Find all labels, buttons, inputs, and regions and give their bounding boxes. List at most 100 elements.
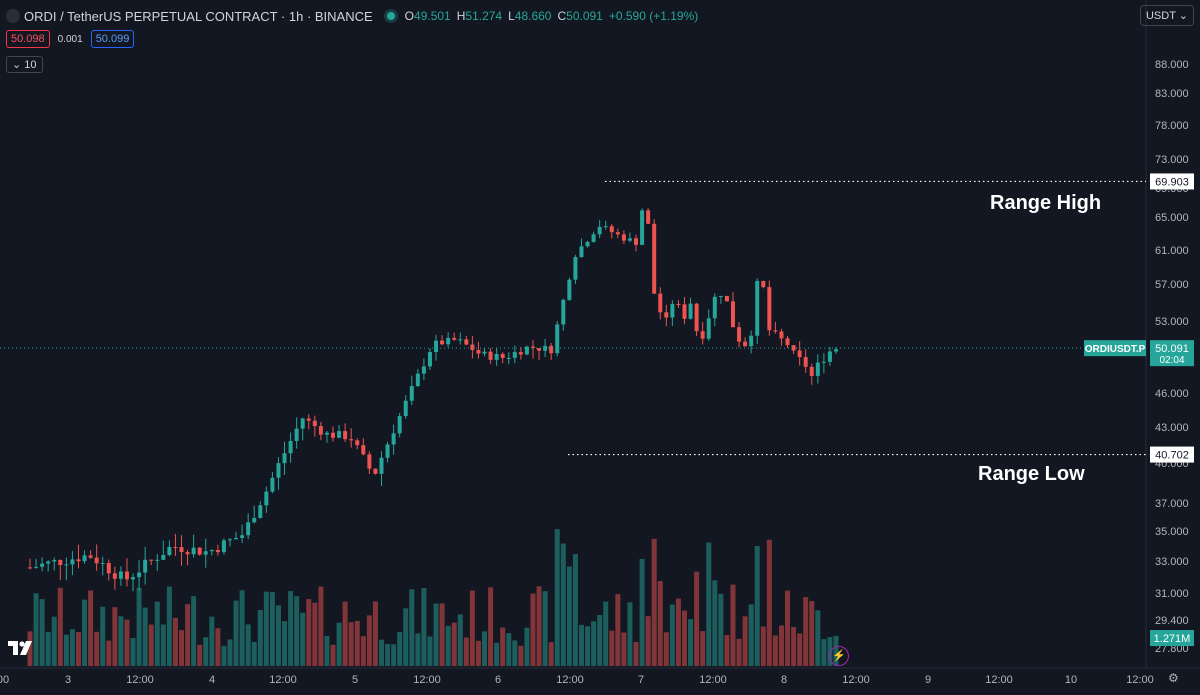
candle-body	[197, 547, 202, 555]
candle-body	[306, 418, 311, 421]
candle-body	[337, 431, 342, 438]
candle-body	[682, 304, 687, 319]
candle-body	[791, 345, 796, 351]
volume-bar	[275, 605, 281, 666]
candle-body	[579, 246, 584, 258]
volume-bar	[342, 601, 348, 666]
indicator-count: 10	[24, 59, 37, 71]
volume-bar	[269, 592, 275, 666]
candle-body	[270, 477, 275, 492]
candle-body	[173, 546, 178, 548]
candle-body	[131, 577, 136, 580]
volume-bar	[578, 624, 584, 666]
candle-body	[761, 280, 766, 288]
market-status-icon[interactable]	[386, 12, 395, 20]
candle-body	[749, 335, 754, 347]
volume-bar	[142, 607, 148, 666]
candle-body	[555, 324, 560, 354]
y-tick-label: 35.000	[1155, 526, 1189, 538]
volume-bar	[197, 644, 203, 666]
x-tick-label: 12:00	[556, 674, 584, 686]
volume-bar	[506, 633, 512, 666]
currency-select[interactable]: USDT ⌄	[1139, 5, 1194, 26]
candle-body	[240, 535, 245, 538]
symbol-title[interactable]: ORDI / TetherUS PERPETUAL CONTRACT · 1h …	[24, 8, 373, 24]
candle-body	[634, 238, 639, 245]
candle-body	[785, 338, 790, 346]
candle-body	[452, 337, 457, 340]
candle-body	[137, 572, 142, 578]
volume-bar	[433, 603, 439, 666]
volume-bar	[463, 637, 469, 666]
volume-bar	[548, 642, 554, 666]
volume-bar	[69, 629, 75, 666]
ohlc-close: C50.091	[557, 9, 603, 23]
candle-body	[567, 279, 572, 300]
volume-bar	[669, 604, 675, 666]
ohlc-open: O49.501	[404, 9, 451, 23]
x-tick-label: 4	[209, 674, 215, 686]
volume-bar	[215, 628, 221, 666]
volume-bar	[94, 631, 100, 666]
volume-bar	[675, 598, 681, 666]
candle-body	[434, 340, 439, 353]
candle-body	[585, 241, 590, 247]
volume-bar	[239, 590, 245, 666]
volume-bar	[797, 633, 803, 666]
volume-bar	[681, 610, 687, 666]
candle-body	[591, 234, 596, 242]
candle-body	[494, 353, 499, 360]
volume-bar	[336, 622, 342, 666]
volume-bar	[530, 593, 536, 666]
candle-body	[70, 559, 75, 565]
volume-bar	[288, 591, 294, 666]
volume-bar	[566, 566, 572, 666]
volume-bar	[688, 619, 694, 666]
volume-bar	[63, 634, 69, 666]
volume-bar	[360, 636, 366, 666]
volume-bar	[603, 601, 609, 666]
candle-body	[246, 522, 251, 536]
candle-body	[446, 337, 451, 345]
indicators-collapse-button[interactable]: ⌄ 10	[6, 56, 43, 73]
volume-bar	[148, 624, 154, 666]
candle-body	[518, 352, 523, 355]
volume-bar	[82, 599, 88, 666]
candle-body	[397, 416, 402, 434]
volume-bar	[136, 587, 142, 666]
lightning-icon[interactable]: ⚡	[829, 646, 849, 666]
candle-body	[543, 345, 548, 351]
candle-body	[331, 432, 336, 438]
last-price-box	[1150, 340, 1194, 367]
volume-bar	[75, 632, 81, 666]
volume-bar	[118, 616, 124, 666]
candle-body	[355, 440, 360, 446]
y-tick-label: 78.000	[1155, 120, 1189, 132]
candle-body	[482, 351, 487, 354]
gear-icon[interactable]: ⚙	[1168, 671, 1179, 685]
candle-body	[646, 210, 651, 224]
candle-body	[627, 238, 632, 241]
volume-bar	[415, 633, 421, 666]
ohlc-change: +0.590 (+1.19%)	[608, 9, 699, 23]
volume-bar	[51, 616, 57, 666]
candle-body	[76, 559, 81, 562]
candle-body	[573, 257, 578, 280]
candle-body	[706, 318, 711, 339]
candle-body	[276, 463, 281, 478]
sell-button[interactable]: 50.098	[6, 30, 50, 48]
y-tick-label: 29.400	[1155, 615, 1189, 627]
buy-button[interactable]: 50.099	[90, 30, 135, 48]
volume-bar	[700, 631, 706, 666]
x-tick-label: 12:00	[413, 674, 441, 686]
x-tick-label: 12:00	[269, 674, 297, 686]
volume-bar	[772, 635, 778, 666]
y-tick-label: 83.000	[1155, 88, 1189, 100]
candle-body	[403, 400, 408, 417]
candle-body	[143, 559, 148, 573]
volume-bar	[106, 640, 112, 666]
volume-bar	[245, 624, 251, 666]
tradingview-logo-icon[interactable]	[8, 639, 38, 657]
volume-bar	[33, 593, 39, 666]
